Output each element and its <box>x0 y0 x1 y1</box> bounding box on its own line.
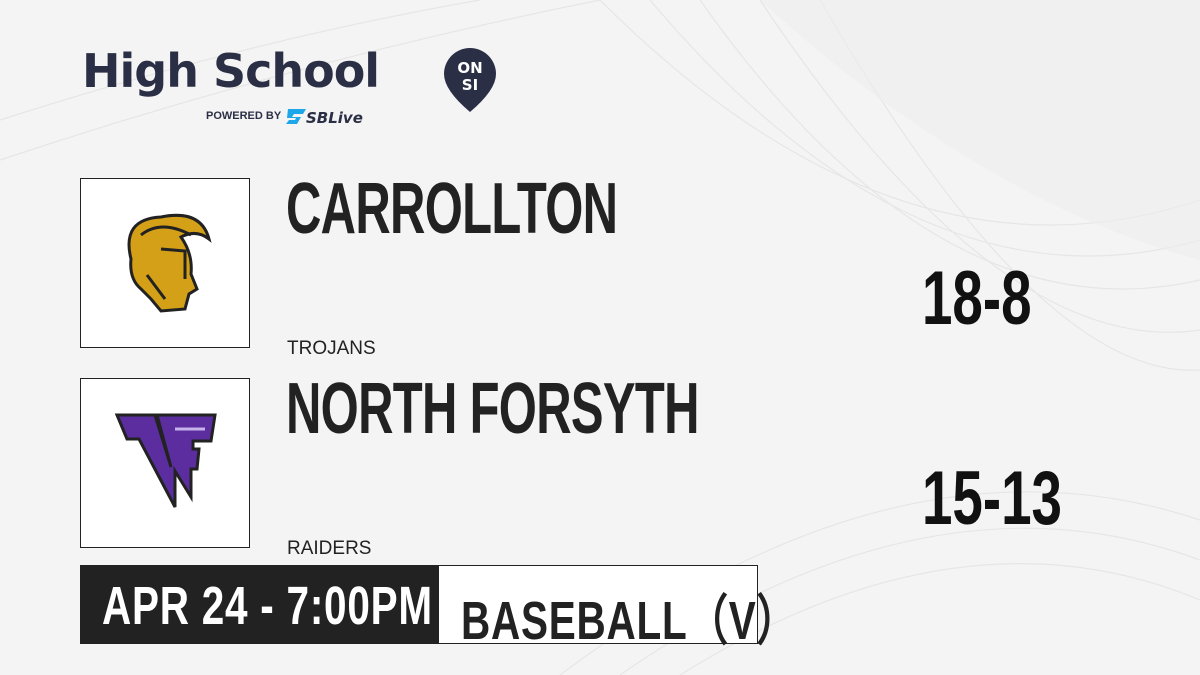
game-datetime-bar: APR 24 - 7:00PM <box>80 565 438 644</box>
brand-title: High School <box>82 44 380 98</box>
sport-bar: BASEBALL（V） <box>438 565 797 651</box>
team-mascot: RAIDERS <box>287 538 372 559</box>
carrollton-logo-box <box>80 178 250 348</box>
svg-text:ON: ON <box>457 59 482 77</box>
team-mascot: TROJANS <box>287 338 376 359</box>
svg-text:SI: SI <box>462 76 478 94</box>
team-name: CARROLLTON <box>286 169 618 249</box>
powered-by-label: POWERED BY <box>206 110 282 122</box>
on-si-pin-icon: ON SI <box>444 48 496 112</box>
sport-label: BASEBALL（V） <box>461 591 798 651</box>
team-name: NORTH FORSYTH <box>286 369 699 449</box>
trojan-helmet-logo-icon <box>127 213 212 313</box>
team-record: 18-8 <box>922 256 1032 341</box>
north-forsyth-logo-box <box>80 378 250 548</box>
sblive-logo: SBLive <box>286 109 363 126</box>
nf-letters-logo-icon <box>114 413 217 508</box>
game-datetime: APR 24 - 7:00PM <box>102 576 433 636</box>
svg-text:SBLive: SBLive <box>306 109 363 126</box>
team-record: 15-13 <box>922 456 1062 541</box>
